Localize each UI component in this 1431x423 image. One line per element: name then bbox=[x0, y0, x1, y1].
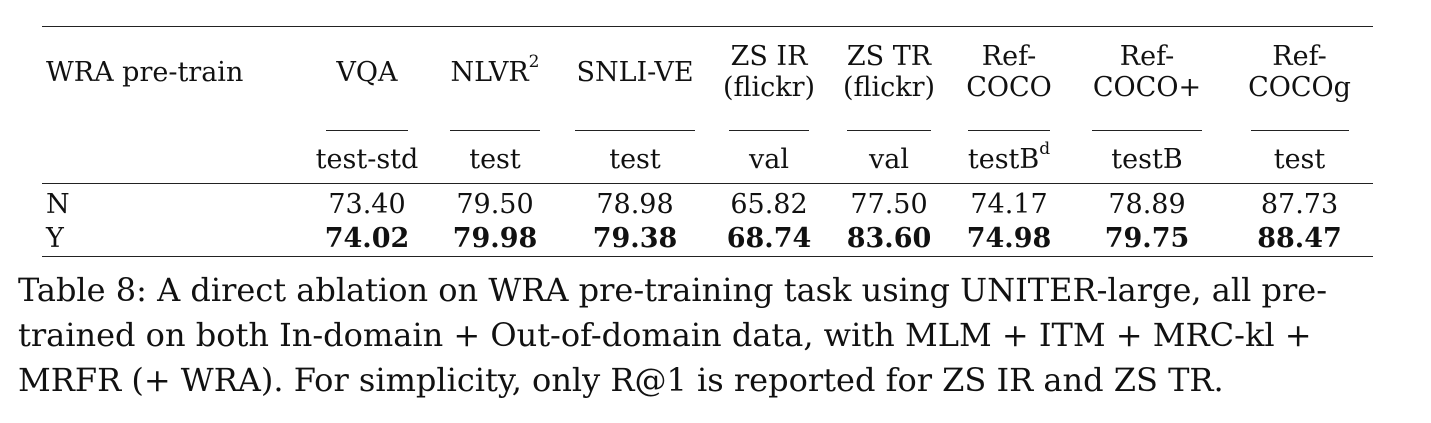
caption-line: trained on both In-domain + Out-of-domai… bbox=[18, 316, 1312, 354]
table-cell: 87.73 bbox=[1260, 188, 1339, 220]
column-header-zs-ir: ZS IR (flickr) bbox=[710, 27, 828, 120]
table-cell: 79.50 bbox=[456, 188, 534, 220]
split-cell: testBd bbox=[950, 119, 1068, 184]
column-name-line-1: Ref- bbox=[981, 41, 1037, 73]
column-name: SNLI-VE bbox=[576, 56, 694, 88]
column-name-line-1: ZS TR bbox=[846, 41, 932, 73]
column-rule bbox=[1250, 129, 1349, 131]
split-label-superscript: d bbox=[1039, 138, 1051, 159]
column-rule bbox=[326, 129, 408, 131]
split-cell: testB bbox=[1068, 119, 1226, 184]
column-name-line-1: Ref- bbox=[1272, 41, 1327, 73]
table-cell: 77.50 bbox=[850, 188, 928, 220]
table-row: N 73.40 79.50 78.98 65.82 77.50 74.17 78… bbox=[42, 184, 1373, 223]
column-header-refcoco-plus: Ref- COCO+ bbox=[1068, 27, 1226, 120]
column-header-refcoco: Ref- COCO bbox=[950, 27, 1068, 120]
column-rule bbox=[729, 129, 809, 131]
column-name-line-2: COCO bbox=[966, 72, 1052, 103]
column-header-zs-tr: ZS TR (flickr) bbox=[828, 27, 950, 120]
table-cell-best: 79.98 bbox=[452, 222, 538, 254]
table-header-row: WRA pre-train VQA NLVR2 SNLI-VE ZS IR (f… bbox=[42, 26, 1373, 120]
split-label: val bbox=[869, 143, 909, 175]
split-label: testB bbox=[967, 143, 1040, 175]
column-name-line-2: COCOg bbox=[1248, 72, 1351, 103]
column-name-line-2: COCO+ bbox=[1092, 72, 1202, 103]
column-header-snli-ve: SNLI-VE bbox=[560, 27, 710, 120]
column-rule bbox=[968, 129, 1050, 131]
table-cell-best: 88.47 bbox=[1257, 222, 1342, 254]
results-table: WRA pre-train VQA NLVR2 SNLI-VE ZS IR (f… bbox=[42, 26, 1373, 257]
split-cell: val bbox=[710, 119, 828, 184]
column-name-superscript: 2 bbox=[528, 51, 540, 72]
split-row-blank bbox=[42, 119, 304, 184]
table-cell-best: 74.98 bbox=[966, 222, 1052, 254]
table-cell-best: 74.02 bbox=[324, 222, 410, 254]
row-label-header: WRA pre-train bbox=[46, 56, 244, 88]
split-cell: test bbox=[1226, 119, 1373, 184]
column-name-line-1: Ref- bbox=[1119, 41, 1175, 73]
column-header-refcocog: Ref- COCOg bbox=[1226, 27, 1373, 120]
column-name: NLVR bbox=[450, 56, 529, 88]
split-label: test bbox=[469, 143, 521, 175]
split-cell: test bbox=[560, 119, 710, 184]
split-label: test bbox=[1273, 143, 1326, 175]
table-caption: Table 8: A direct ablation on WRA pre-tr… bbox=[18, 268, 1398, 403]
column-rule bbox=[450, 129, 540, 131]
split-label: testB bbox=[1111, 143, 1183, 175]
column-name-line-2: (flickr) bbox=[842, 72, 936, 103]
split-cell: test-std bbox=[304, 119, 430, 184]
table-cell: 78.89 bbox=[1108, 188, 1186, 220]
table-split-row: test-std test test val val testBd testB … bbox=[42, 119, 1373, 184]
column-header-nlvr2: NLVR2 bbox=[430, 27, 560, 120]
table-cell-best: 83.60 bbox=[846, 222, 932, 254]
row-label: N bbox=[46, 188, 70, 220]
column-rule bbox=[847, 129, 931, 131]
column-name-line-1: ZS IR bbox=[730, 41, 808, 73]
split-label: test bbox=[609, 143, 661, 175]
table-cell-best: 79.75 bbox=[1104, 222, 1190, 254]
caption-line: Table 8: A direct ablation on WRA pre-tr… bbox=[18, 271, 1327, 309]
split-cell: val bbox=[828, 119, 950, 184]
table-cell: 65.82 bbox=[730, 188, 808, 220]
column-name: VQA bbox=[336, 56, 398, 88]
table-cell-best: 79.38 bbox=[592, 222, 678, 254]
column-rule bbox=[575, 129, 695, 131]
split-cell: test bbox=[430, 119, 560, 184]
table-cell: 74.17 bbox=[970, 188, 1048, 220]
table-row: Y 74.02 79.98 79.38 68.74 83.60 74.98 79… bbox=[42, 222, 1373, 257]
split-label: val bbox=[749, 143, 789, 175]
column-header-vqa: VQA bbox=[304, 27, 430, 120]
results-table-container: WRA pre-train VQA NLVR2 SNLI-VE ZS IR (f… bbox=[42, 26, 1373, 257]
split-label: test-std bbox=[315, 143, 419, 175]
table-cell-best: 68.74 bbox=[726, 222, 812, 254]
row-label: Y bbox=[46, 222, 64, 254]
table-cell: 78.98 bbox=[596, 188, 674, 220]
caption-line: MRFR (+ WRA). For simplicity, only R@1 i… bbox=[18, 361, 1224, 399]
table-cell: 73.40 bbox=[328, 188, 406, 220]
column-name-line-2: (flickr) bbox=[722, 72, 816, 103]
column-rule bbox=[1092, 129, 1202, 131]
